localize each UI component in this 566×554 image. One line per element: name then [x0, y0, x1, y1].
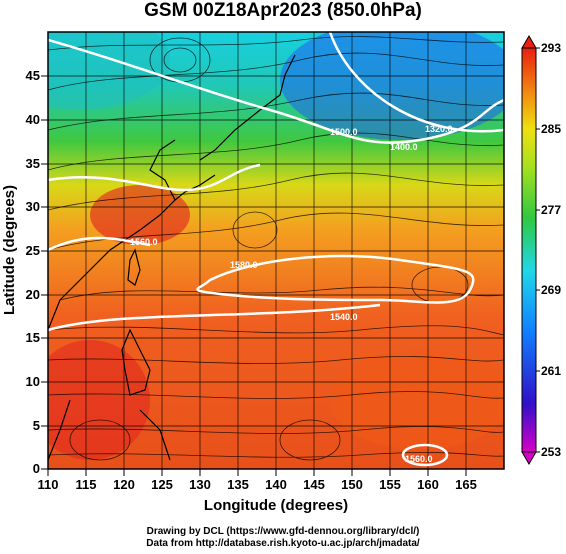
y-axis-label: Latitude (degrees) — [1, 185, 18, 315]
colorbar-max-arrow — [521, 35, 537, 49]
y-tick-label: 5 — [33, 418, 40, 433]
height-contours — [48, 32, 504, 467]
x-tick-label: 120 — [113, 477, 135, 492]
contour-label: 1560.0 — [405, 454, 433, 464]
colorbar-tick-label: 277 — [541, 203, 561, 217]
x-tick-labels: 110 115 120 125 130 135 140 145 150 155 … — [38, 477, 477, 492]
colorbar-min-arrow — [521, 451, 537, 465]
y-tick-label: 40 — [26, 112, 40, 127]
x-ticks — [47, 469, 467, 476]
colorbar-tick-label: 253 — [541, 445, 561, 459]
contour-label: 1540.0 — [330, 312, 358, 322]
y-tick-label: 25 — [26, 243, 40, 258]
colorbar-tick-label: 285 — [541, 122, 561, 136]
map-title: GSM 00Z18Apr2023 (850.0hPa) — [144, 0, 422, 21]
x-tick-label: 115 — [76, 477, 97, 492]
y-tick-label: 10 — [26, 374, 40, 389]
credits-line-1: Drawing by DCL (https://www.gfd-dennou.o… — [146, 526, 420, 537]
x-tick-label: 140 — [265, 477, 287, 492]
x-tick-label: 135 — [227, 477, 249, 492]
x-tick-label: 155 — [379, 477, 401, 492]
contour-label: 1500.0 — [330, 127, 358, 137]
temperature-field: 1560.0 1580.0 1500.0 1400.0 1320.0 1540.… — [48, 32, 504, 469]
credits: Drawing by DCL (https://www.gfd-dennou.o… — [0, 526, 566, 550]
x-tick-label: 125 — [151, 477, 173, 492]
contour-label: 1320.0 — [425, 124, 453, 134]
contour-label: 1580.0 — [230, 260, 258, 270]
colorbar: 293 285 277 269 261 253 — [521, 35, 561, 465]
y-ticks — [41, 75, 48, 470]
contour-label: 1400.0 — [390, 142, 418, 152]
colorbar-tick-label: 293 — [541, 41, 561, 55]
colorbar-tick-label: 261 — [541, 364, 561, 378]
x-tick-label: 150 — [341, 477, 363, 492]
x-axis-label: Longitude (degrees) — [204, 497, 348, 514]
x-tick-label: 145 — [303, 477, 325, 492]
y-tick-label: 35 — [26, 156, 40, 171]
y-tick-label: 45 — [26, 68, 40, 83]
y-tick-labels: 0 5 10 15 20 25 30 35 40 45 — [26, 68, 40, 476]
x-tick-label: 165 — [455, 477, 477, 492]
x-tick-label: 130 — [189, 477, 211, 492]
x-tick-label: 160 — [417, 477, 439, 492]
colorbar-tick-label: 269 — [541, 283, 561, 297]
y-tick-label: 30 — [26, 199, 40, 214]
contour-labels: 1560.0 1580.0 1500.0 1400.0 1320.0 1540.… — [130, 124, 453, 464]
y-tick-label: 20 — [26, 287, 40, 302]
y-tick-label: 15 — [26, 330, 40, 345]
contour-label: 1560.0 — [130, 237, 158, 247]
y-tick-label: 0 — [33, 461, 40, 476]
x-tick-label: 110 — [38, 477, 59, 492]
credits-line-2: Data from http://database.rish.kyoto-u.a… — [146, 538, 420, 549]
